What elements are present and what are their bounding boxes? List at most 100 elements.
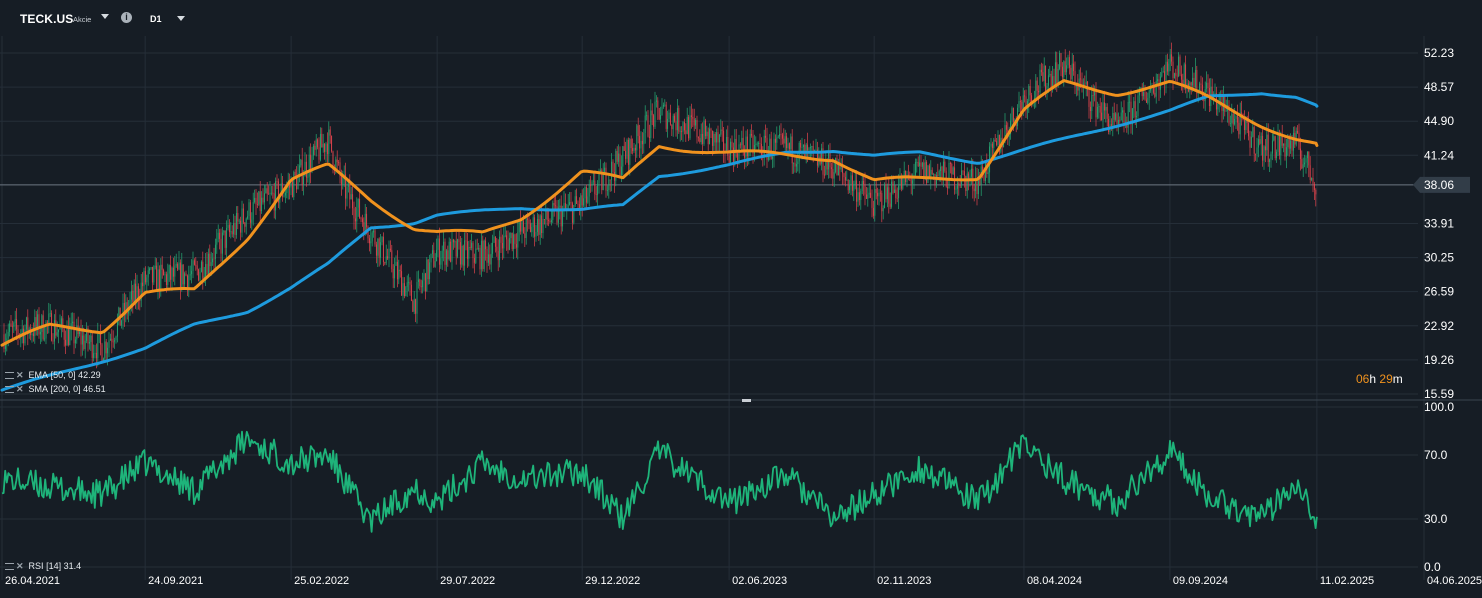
settings-icon[interactable] xyxy=(5,562,14,570)
candle-body xyxy=(1115,113,1117,120)
candle xyxy=(793,162,795,174)
close-icon[interactable]: ✕ xyxy=(16,369,24,380)
candle-body xyxy=(325,143,327,152)
candle xyxy=(209,244,211,276)
candle-body xyxy=(534,217,536,237)
symbol-name[interactable]: TECK.US xyxy=(20,12,74,26)
symbol-dropdown-icon[interactable] xyxy=(101,14,109,19)
settings-icon[interactable] xyxy=(5,385,14,393)
candle xyxy=(67,315,69,347)
candle-body xyxy=(902,175,904,189)
candle xyxy=(508,232,510,251)
candle xyxy=(623,137,625,151)
candle-body xyxy=(160,264,162,290)
candle-body xyxy=(220,238,222,254)
candle-body xyxy=(140,282,142,301)
candle-body xyxy=(224,230,226,248)
candle-body xyxy=(347,183,349,187)
candle xyxy=(454,239,456,248)
candle-body xyxy=(683,122,685,131)
candle xyxy=(608,174,610,199)
candle-body xyxy=(1179,56,1181,75)
candle-body xyxy=(823,174,825,176)
candle-body xyxy=(737,153,739,161)
candle xyxy=(825,151,827,176)
candle-body xyxy=(1288,139,1290,149)
candle-body xyxy=(373,230,375,233)
candle-body xyxy=(247,216,249,219)
candle xyxy=(430,253,432,273)
candle-body xyxy=(877,192,879,197)
candle xyxy=(1036,77,1038,98)
candle-body xyxy=(298,165,300,174)
candle xyxy=(1173,72,1175,79)
candle xyxy=(690,103,692,129)
candle-body xyxy=(395,261,397,266)
candle-body xyxy=(483,240,485,269)
candle xyxy=(1122,107,1124,123)
candle-body xyxy=(928,165,930,178)
candle-body xyxy=(1182,79,1184,87)
candle-body xyxy=(744,151,746,158)
candle-body xyxy=(1164,71,1166,85)
timeframe-label[interactable]: D1 xyxy=(150,14,162,24)
candle xyxy=(301,147,303,192)
candle-body xyxy=(350,194,352,200)
candle xyxy=(931,167,933,175)
timeframe-dropdown-icon[interactable] xyxy=(177,16,185,21)
candle-body xyxy=(592,180,594,182)
candle xyxy=(1043,57,1045,87)
candle xyxy=(854,170,856,190)
candle-body xyxy=(926,161,928,183)
candle xyxy=(1089,101,1091,122)
candle-body xyxy=(133,283,135,302)
candle xyxy=(1294,126,1296,148)
candle-body xyxy=(779,133,781,137)
candle-body xyxy=(1147,97,1149,103)
candle xyxy=(472,241,474,269)
candle-body xyxy=(471,242,473,248)
candle xyxy=(716,128,718,152)
settings-icon[interactable] xyxy=(5,371,14,379)
candle-body xyxy=(195,264,197,266)
candle-body xyxy=(345,174,347,199)
candle-body xyxy=(296,175,298,190)
candle xyxy=(832,157,834,186)
candle-body xyxy=(644,115,646,133)
close-icon[interactable]: ✕ xyxy=(16,383,24,394)
grid xyxy=(0,36,1425,580)
info-icon[interactable]: i xyxy=(121,12,132,23)
close-icon[interactable]: ✕ xyxy=(16,560,24,571)
candle xyxy=(710,127,712,138)
candle xyxy=(431,244,433,259)
candle-body xyxy=(983,175,985,182)
candle xyxy=(125,294,127,323)
rsi-legend[interactable]: ✕ RSI [14] 31.4 xyxy=(5,560,81,572)
candle xyxy=(774,134,776,152)
candle-body xyxy=(990,143,992,147)
candle xyxy=(998,134,1000,155)
candle xyxy=(1229,115,1231,127)
candle xyxy=(660,106,662,124)
candle-body xyxy=(672,115,674,130)
candle xyxy=(1094,85,1096,102)
candle-body xyxy=(364,213,366,236)
candle xyxy=(482,235,484,272)
candle xyxy=(233,213,235,238)
candle-body xyxy=(39,331,41,335)
candle-body xyxy=(324,143,326,152)
candle xyxy=(58,329,60,344)
candle-body xyxy=(87,328,89,344)
candle xyxy=(452,238,454,250)
candle-body xyxy=(559,205,561,208)
candle xyxy=(198,268,200,282)
candle xyxy=(387,248,389,260)
sma-legend[interactable]: ✕ SMA [200, 0] 46.51 xyxy=(5,383,106,395)
candle xyxy=(193,258,195,266)
candle xyxy=(150,267,152,271)
ema-legend[interactable]: ✕ EMA [50, 0] 42.29 xyxy=(5,369,101,381)
candle xyxy=(697,136,699,142)
candle-body xyxy=(227,224,229,228)
